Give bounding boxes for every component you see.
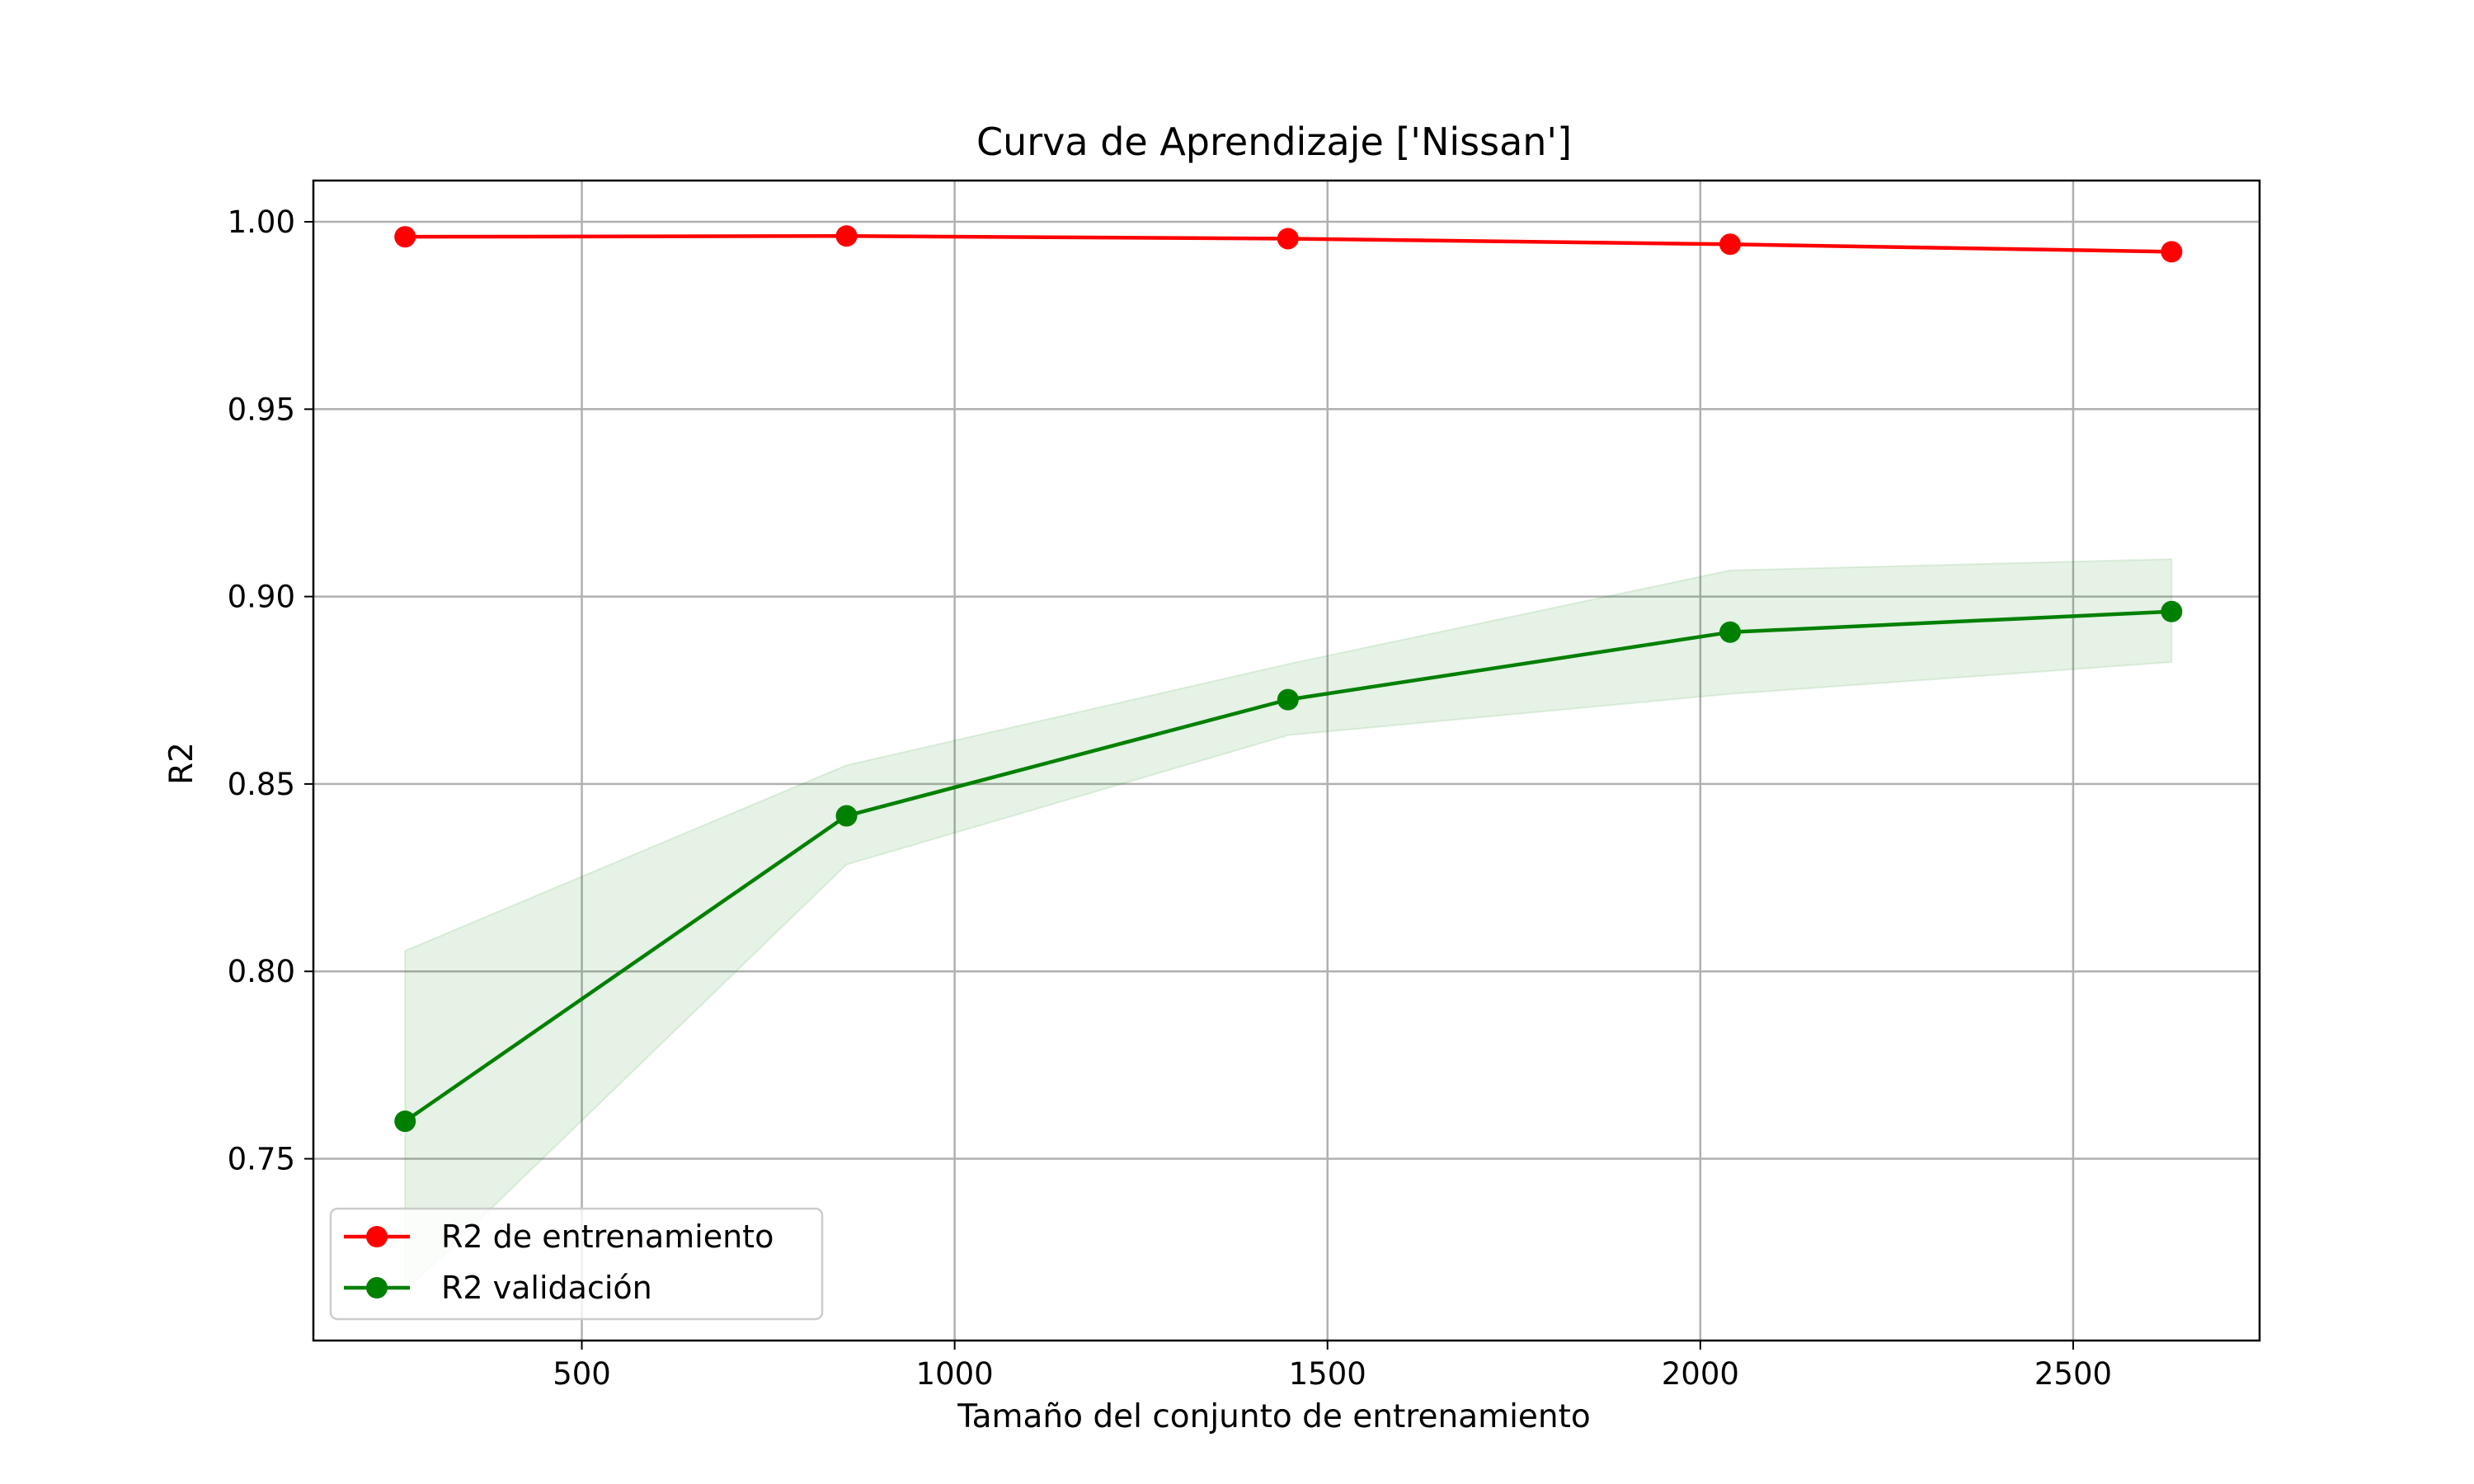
- validation-point: [2161, 600, 2183, 622]
- train-point: [1277, 228, 1299, 250]
- y-tick-label: 0.75: [228, 1142, 295, 1177]
- train-point: [394, 226, 416, 248]
- validation-point: [394, 1111, 416, 1133]
- y-tick-label: 0.85: [228, 767, 295, 802]
- validation-point: [1719, 621, 1742, 643]
- x-tick-label: 1000: [916, 1356, 994, 1392]
- legend-label-train: R2 de entrenamiento: [441, 1219, 774, 1255]
- legend: R2 de entrenamiento R2 validación: [329, 1207, 824, 1321]
- train-point: [835, 225, 858, 247]
- y-tick-label: 0.95: [228, 392, 295, 427]
- y-tick-label: 0.80: [228, 954, 295, 989]
- validation-point: [1277, 688, 1299, 711]
- train-point: [2161, 241, 2183, 263]
- legend-swatch-marker-validation: [366, 1277, 388, 1298]
- chart-title: Curva de Aprendizaje ['Nissan']: [976, 120, 1572, 164]
- x-tick-label: 1500: [1289, 1356, 1366, 1392]
- series-points: [394, 225, 2183, 1133]
- x-tick-label: 2000: [1662, 1356, 1739, 1392]
- y-tick-label: 1.00: [228, 204, 295, 240]
- train-point: [1719, 233, 1742, 256]
- axis-ticks: 500 1000 1500 2000 2500 0.75 0.80 0.85 0.90 0.95 1…: [228, 204, 2112, 1392]
- x-tick-label: 500: [553, 1356, 611, 1392]
- validation-point: [835, 805, 858, 827]
- y-tick-label: 0.90: [228, 580, 295, 615]
- y-axis-title: R2: [163, 742, 200, 785]
- legend-swatch-marker-train: [366, 1226, 388, 1247]
- plot-frame: [312, 179, 2261, 1342]
- x-axis-title: Tamaño del conjunto de entrenamiento: [957, 1398, 1591, 1435]
- grid: [313, 181, 2260, 1341]
- legend-label-validation: R2 validación: [441, 1270, 652, 1306]
- x-tick-label: 2500: [2034, 1356, 2112, 1392]
- legend-box: [329, 1207, 824, 1321]
